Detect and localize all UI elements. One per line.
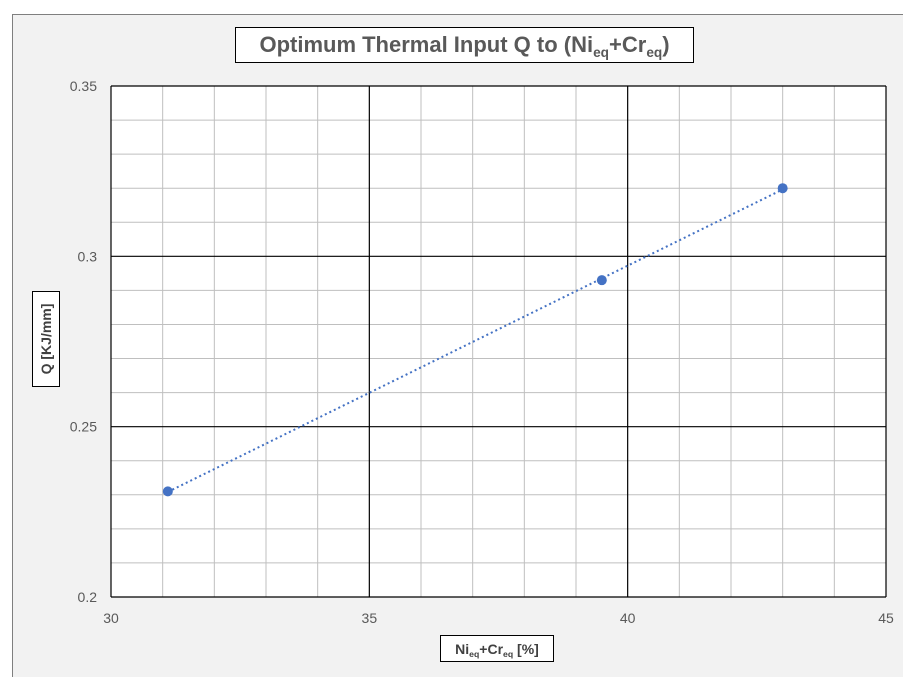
x-tick-label: 30	[103, 610, 119, 626]
chart-title: Optimum Thermal Input Q to (Nieq+Creq)	[235, 27, 694, 63]
x-axis-label: Nieq+Creq [%]	[440, 635, 554, 662]
y-axis-label-text: Q [KJ/mm]	[38, 303, 54, 375]
x-tick-label: 35	[362, 610, 378, 626]
x-axis-label-text: Nieq+Creq [%]	[455, 640, 539, 659]
y-tick-label: 0.25	[70, 419, 97, 435]
y-tick-label: 0.35	[70, 78, 97, 94]
x-tick-label: 40	[620, 610, 636, 626]
trendline	[167, 188, 784, 493]
data-point	[596, 275, 607, 286]
y-tick-label: 0.2	[78, 589, 98, 605]
chart-title-text: Optimum Thermal Input Q to (Nieq+Creq)	[259, 32, 670, 60]
plot-area	[111, 86, 886, 597]
data-point	[777, 183, 788, 194]
y-axis-label: Q [KJ/mm]	[32, 291, 60, 387]
y-tick-label: 0.3	[78, 248, 98, 264]
data-point	[162, 486, 173, 497]
x-tick-label: 45	[878, 610, 894, 626]
